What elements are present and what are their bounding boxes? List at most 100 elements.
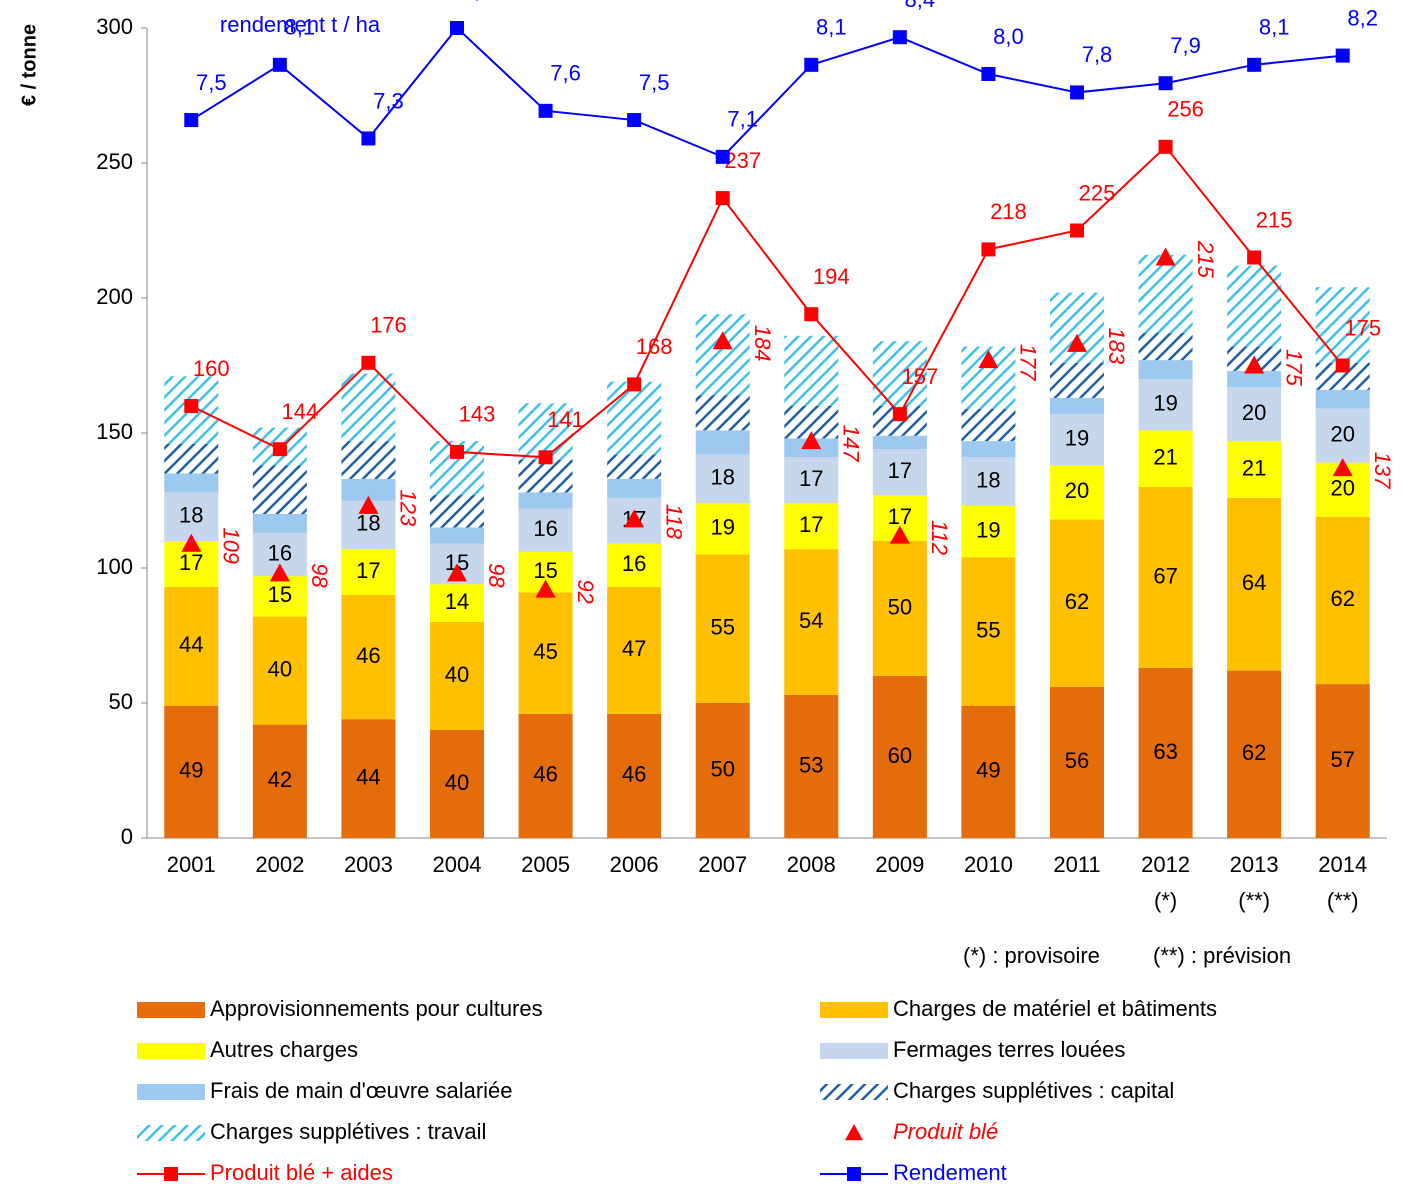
bar-segment (518, 460, 573, 493)
bar-segment (1227, 670, 1282, 838)
bar-value-label: 18 (356, 511, 380, 536)
triangle-marker (447, 563, 467, 582)
legend-entry: Produit blé + aides (210, 1160, 393, 1185)
bar-segment (1227, 497, 1282, 671)
data-label: 184 (750, 325, 775, 362)
legend-swatch (820, 1002, 888, 1018)
bar-value-label: 62 (1242, 740, 1266, 765)
bar-value-label: 17 (799, 466, 823, 491)
bar-segment (518, 492, 573, 509)
bar-segment (1315, 516, 1370, 685)
legend-entry: Charges de matériel et bâtiments (893, 996, 1217, 1021)
bar-segment (429, 527, 485, 544)
data-label: 8,1 (816, 15, 847, 40)
bar-segment (961, 557, 1016, 706)
y-tick-label: 150 (96, 419, 133, 444)
legend-entry: Charges supplétives : travail (210, 1119, 486, 1144)
bar-segment (961, 457, 1016, 506)
triangle-marker (269, 563, 290, 582)
bar-value-label: 20 (1242, 400, 1266, 425)
triangle-marker (889, 525, 910, 544)
bar-value-label: 17 (888, 458, 912, 483)
data-label: 8,5 (462, 0, 493, 3)
bar-segment (429, 584, 485, 622)
x-tick-label: 2012 (1141, 852, 1190, 877)
bar-value-label: 20 (1065, 478, 1089, 503)
bar-value-label: 18 (976, 467, 1000, 492)
bar-segment (695, 503, 750, 555)
bar-value-label: 57 (1330, 747, 1354, 772)
data-label: 144 (281, 399, 318, 424)
legend-entry: Approvisionnements pour cultures (210, 996, 543, 1021)
x-tick-label: 2003 (344, 852, 393, 877)
bar-value-label: 16 (622, 551, 646, 576)
data-label: 98 (484, 563, 509, 588)
bar-value-label: 15 (268, 582, 292, 607)
square-marker (715, 149, 730, 164)
square-marker (715, 191, 730, 206)
x-tick-label: 2011 (1053, 852, 1100, 877)
data-label: 112 (927, 520, 952, 555)
bar-value-label: 15 (533, 558, 557, 583)
square-marker (272, 57, 287, 72)
bar-value-label: 42 (268, 767, 292, 792)
triangle-marker (1155, 247, 1176, 266)
bar-segment (1138, 487, 1193, 668)
bar-segment (607, 381, 662, 455)
bar-value-label: 17 (356, 558, 380, 583)
bar-segment (429, 730, 485, 838)
bar-value-label: 19 (710, 515, 734, 540)
bar-value-label: 20 (1330, 422, 1354, 447)
data-label: 237 (724, 148, 761, 173)
bar-value-label: 60 (888, 743, 912, 768)
square-marker (450, 21, 464, 35)
legend-swatch (820, 1043, 888, 1059)
data-label: 109 (218, 527, 243, 564)
bar-segment (341, 373, 396, 442)
bar-segment (164, 705, 219, 838)
square-marker (1070, 223, 1084, 238)
bar-value-label: 50 (888, 594, 912, 619)
bar-segment (518, 592, 573, 714)
bar-segment (1049, 362, 1105, 398)
bar-segment (1138, 333, 1193, 361)
line (190, 145, 1344, 459)
bar-segment (695, 314, 750, 396)
data-label: 175 (1281, 349, 1306, 386)
data-label: 7,9 (1170, 33, 1201, 58)
data-label: 215 (1256, 207, 1293, 232)
y-tick-label: 250 (96, 149, 133, 174)
bar-segment (1315, 408, 1370, 463)
bar-segment (429, 495, 485, 528)
bar-value-label: 19 (1153, 390, 1177, 415)
legend-entry: Fermages terres louées (893, 1037, 1125, 1062)
x-tick-label: 2001 (167, 852, 216, 877)
data-label: 157 (901, 364, 938, 389)
data-label: 7,6 (550, 61, 581, 86)
bar-segment (607, 454, 662, 479)
bar-value-label: 54 (799, 608, 823, 633)
data-label: 8,1 (1259, 15, 1290, 40)
x-tick-label: 2013 (1230, 852, 1279, 877)
data-label: 147 (838, 425, 863, 462)
bar-segment (341, 595, 396, 720)
data-label: 92 (573, 579, 598, 603)
data-label: 137 (1370, 452, 1395, 489)
bar-segment (607, 586, 662, 714)
square-marker (1158, 139, 1173, 154)
triangle-marker (181, 533, 202, 552)
legend-entry: Rendement (893, 1160, 1007, 1185)
bar-value-label: 17 (888, 504, 912, 529)
bar-segment (252, 724, 307, 838)
y-tick-label: 300 (96, 14, 133, 39)
square-marker (1335, 358, 1350, 373)
bar-segment (961, 408, 1016, 442)
bar-segment (1049, 397, 1105, 415)
triangle-marker (624, 509, 645, 528)
square-marker (981, 242, 996, 257)
bar-segment (961, 505, 1016, 558)
square-marker (164, 1167, 178, 1181)
bar-value-label: 18 (710, 465, 734, 490)
x-tick-label: 2008 (787, 852, 836, 877)
